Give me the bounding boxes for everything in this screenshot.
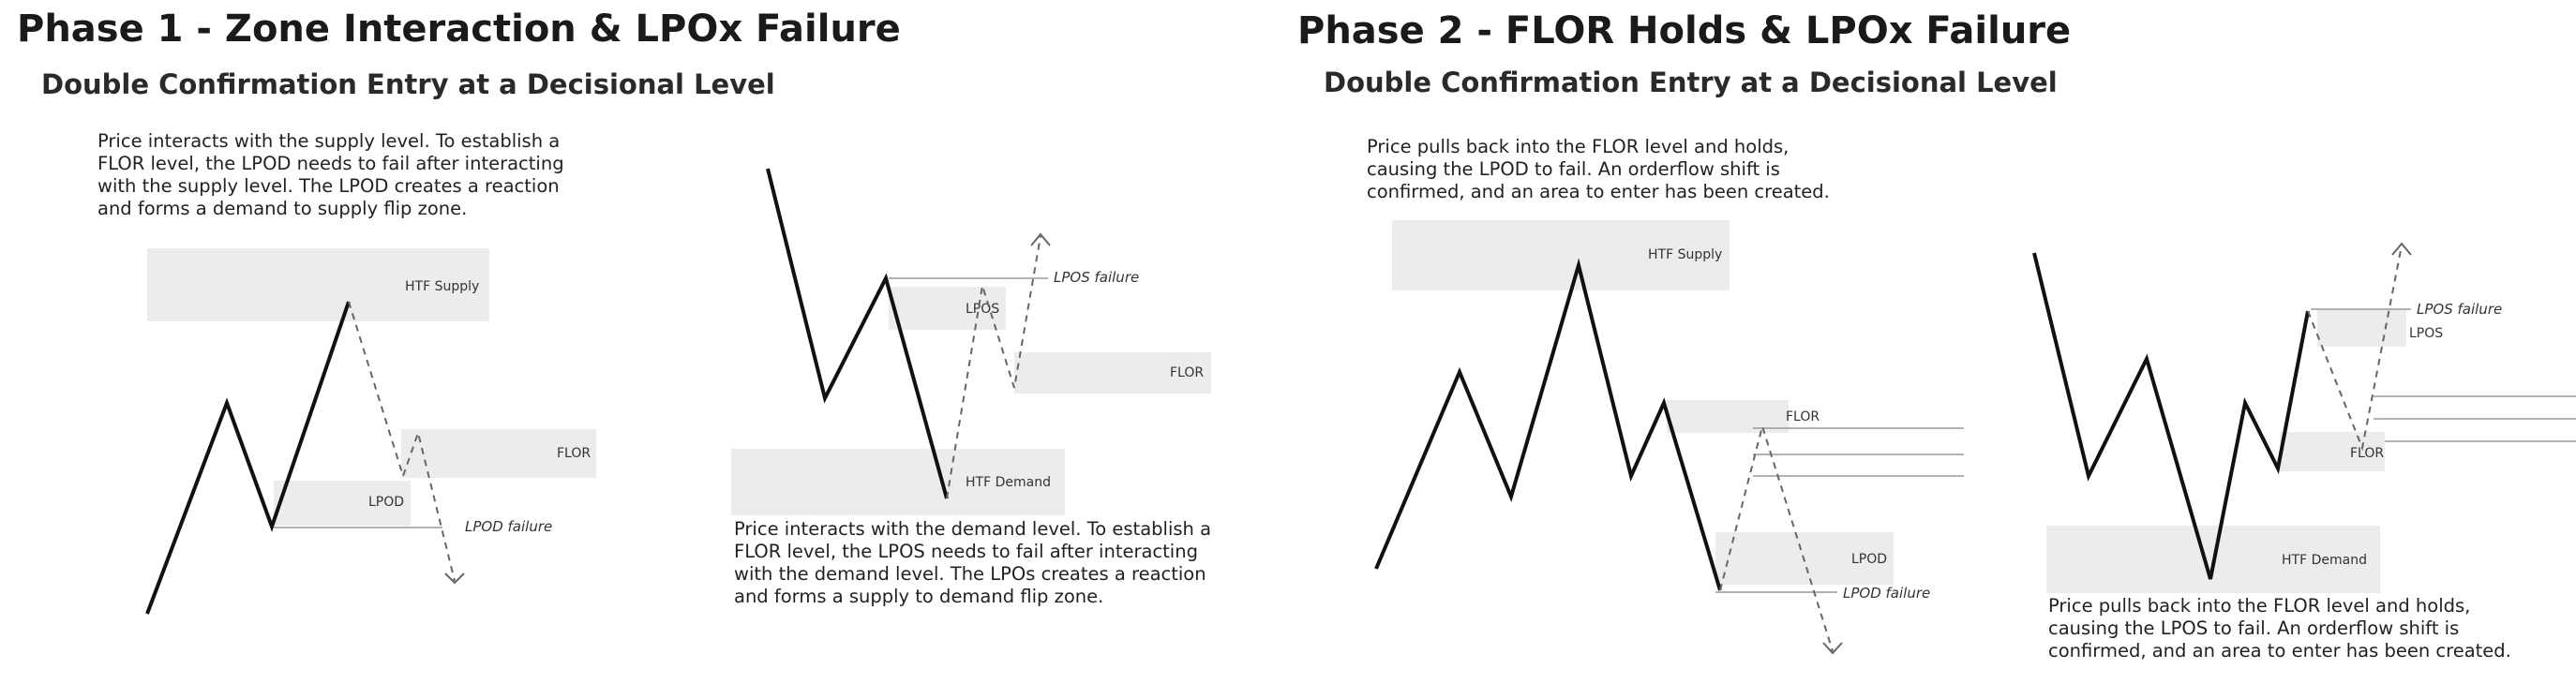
htf-supply-zone [1392,220,1730,290]
htf-demand-zone [731,449,1065,515]
lpos-zone [889,287,1006,330]
htf-demand-label: HTF Demand [2282,553,2367,568]
lpos-label: LPOS [966,302,999,317]
phase2-a-description: Price pulls back into the FLOR level and… [1367,136,1830,202]
projected-path [348,301,456,582]
flor-zone [2280,432,2385,471]
lpod-label: LPOD [368,495,404,510]
arrow-head-icon [444,572,465,585]
flor-zone [1667,400,1789,433]
htf-supply-label: HTF Supply [405,279,479,294]
price-path [1374,258,1722,591]
phase1-diagram-supply: Price interacts with the supply level. T… [97,130,596,615]
phase1-panel: Phase 1 - Zone Interaction & LPOx Failur… [17,7,1217,615]
lpod-zone [274,481,411,526]
projected-path [2307,245,2403,452]
arrow-head-icon [2391,242,2412,256]
lpod-label: LPOD [1851,552,1887,567]
phase1-a-description: Price interacts with the supply level. T… [97,130,570,219]
lpos-failure-label: LPOS failure [1054,269,1139,286]
htf-supply-zone [147,248,489,321]
price-path [2032,252,2310,580]
projected-path [946,235,1041,499]
phase1-diagram-demand: HTF Demand LPOS LPOS failure FLOR Price … [731,168,1217,607]
lpos-label: LPOS [2409,326,2443,341]
lpos-failure-label: LPOS failure [2417,301,2502,318]
flor-zone [1014,352,1211,394]
lpod-failure-label: LPOD failure [465,518,552,535]
phase2-title: Phase 2 - FLOR Holds & LPOx Failure [1297,9,2071,52]
price-path [766,168,949,499]
lpos-zone [2317,309,2406,347]
phase2-subtitle: Double Confirmation Entry at a Decisiona… [1324,67,2058,98]
lpod-failure-label: LPOD failure [1843,585,1930,602]
phase1-b-description: Price interacts with the demand level. T… [734,518,1217,607]
flor-label: FLOR [557,446,591,461]
arrow-head-icon [1822,642,1843,655]
phase2-diagram-supply: Price pulls back into the FLOR level and… [1367,136,1964,655]
htf-supply-label: HTF Supply [1648,247,1722,262]
flor-zone [401,429,596,478]
flor-label: FLOR [2350,446,2384,461]
phase2-panel: Phase 2 - FLOR Holds & LPOx Failure Doub… [1297,9,2576,662]
phase1-title: Phase 1 - Zone Interaction & LPOx Failur… [17,7,901,51]
arrow-head-icon [1030,232,1051,246]
phase2-b-description: Price pulls back into the FLOR level and… [2048,595,2511,662]
htf-demand-label: HTF Demand [966,475,1051,490]
flor-label: FLOR [1786,409,1820,424]
phase2-diagram-demand: LPOS LPOS failure FLOR HTF Demand Price … [2032,242,2576,662]
phase1-subtitle: Double Confirmation Entry at a Decisiona… [41,68,775,100]
flor-label: FLOR [1170,365,1204,380]
price-path [145,301,351,615]
